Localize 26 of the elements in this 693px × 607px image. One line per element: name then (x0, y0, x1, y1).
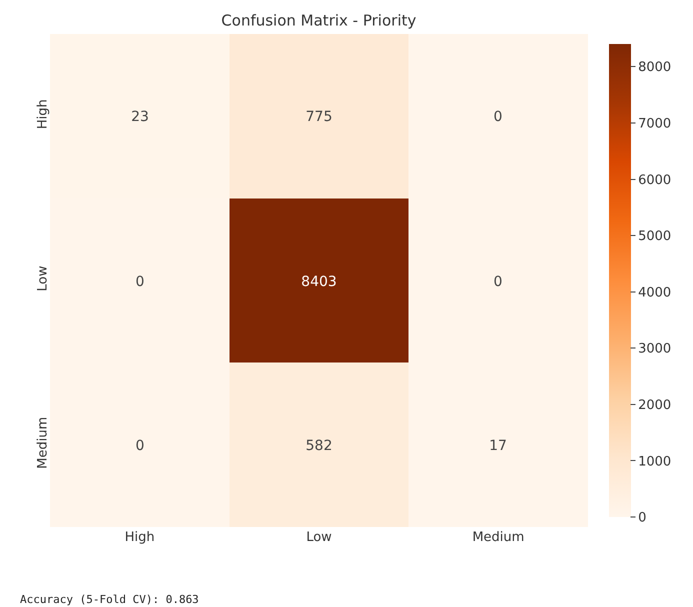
data-label: 0 (494, 274, 502, 290)
chart-title: Confusion Matrix - Priority (221, 12, 416, 30)
color-bar-label: 8000 (638, 60, 672, 76)
y-tick-label: Medium (35, 416, 50, 469)
color-bar-label: 3000 (638, 342, 672, 357)
data-label: 0 (494, 108, 502, 125)
color-bar-label: 2000 (638, 398, 672, 413)
y-tick-label: Low (35, 265, 50, 292)
data-label: 582 (306, 438, 332, 454)
x-tick-label: Medium (472, 530, 524, 545)
data-label: 17 (489, 438, 507, 454)
color-bar-label: 4000 (638, 285, 672, 300)
color-bar-label: 7000 (638, 116, 672, 132)
color-bar-label: 0 (638, 510, 646, 526)
data-label: 8403 (301, 274, 337, 290)
data-label: 0 (136, 274, 144, 290)
y-tick-label: High (35, 99, 50, 130)
x-tick-label: High (124, 530, 155, 545)
color-bar-label: 1000 (638, 454, 672, 470)
data-label: 775 (306, 108, 332, 125)
color-bar-label: 5000 (638, 229, 672, 244)
color-bar-label: 6000 (638, 172, 672, 188)
x-tick-label: Low (306, 530, 332, 545)
data-label: 23 (131, 108, 149, 125)
data-label: 0 (136, 438, 144, 454)
text: Accuracy (5-Fold CV): 0.863 (20, 593, 199, 606)
